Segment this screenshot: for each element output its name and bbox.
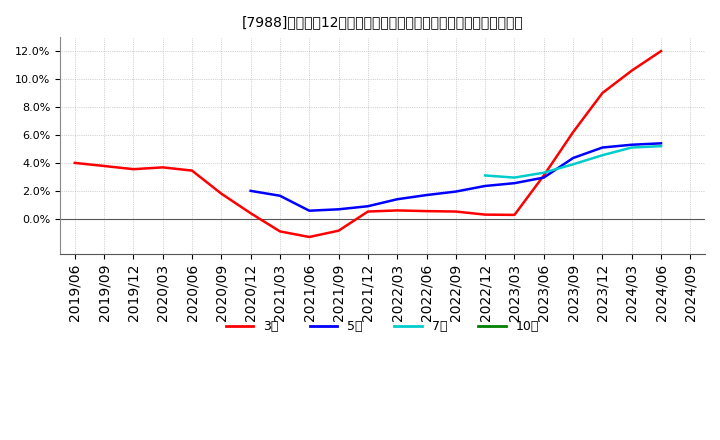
Title: [7988]　売上高12か月移動合計の対前年同期増減率の平均値の推移: [7988] 売上高12か月移動合計の対前年同期増減率の平均値の推移 xyxy=(242,15,523,29)
Legend: 3年, 5年, 7年, 10年: 3年, 5年, 7年, 10年 xyxy=(221,315,544,338)
